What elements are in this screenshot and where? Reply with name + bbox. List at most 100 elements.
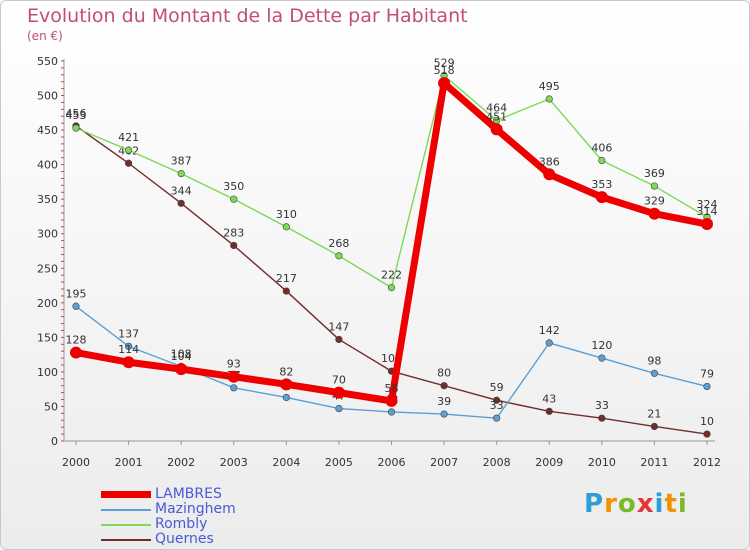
x-tick-label: 2009 xyxy=(535,456,563,469)
data-label-rombly: 453 xyxy=(66,109,87,122)
data-point-rombly xyxy=(387,284,396,292)
data-point-quernes xyxy=(545,407,553,415)
data-point-rombly xyxy=(230,195,238,203)
proxiti-logo: Proxiti xyxy=(584,489,688,519)
legend-swatch xyxy=(101,524,151,526)
x-tick-label: 2005 xyxy=(325,456,353,469)
logo-letter: x xyxy=(636,489,655,519)
data-label-mazinghem: 137 xyxy=(118,327,139,340)
data-point-mazinghem xyxy=(650,369,659,377)
data-label-lambres: 386 xyxy=(539,155,560,168)
data-point-quernes xyxy=(703,430,711,438)
data-label-rombly: 350 xyxy=(223,180,244,193)
x-tick-label: 2001 xyxy=(115,456,143,469)
data-point-quernes xyxy=(124,159,133,167)
legend-label: LAMBRES xyxy=(155,486,222,502)
data-label-rombly: 268 xyxy=(328,237,349,250)
data-point-quernes xyxy=(440,382,448,390)
data-point-rombly xyxy=(177,170,185,178)
legend-swatch xyxy=(101,491,151,498)
data-point-mazinghem xyxy=(493,414,501,422)
data-label-rombly: 529 xyxy=(434,57,455,70)
series-line-rombly xyxy=(75,74,708,289)
data-label-mazinghem: 98 xyxy=(647,354,661,367)
data-label-quernes: 10 xyxy=(700,415,714,428)
data-label-rombly: 310 xyxy=(276,208,297,221)
data-label-rombly: 406 xyxy=(591,141,612,154)
data-label-rombly: 495 xyxy=(539,80,560,93)
data-point-mazinghem xyxy=(230,384,238,392)
data-label-lambres: 82 xyxy=(279,365,293,378)
data-label-lambres: 93 xyxy=(227,358,241,371)
y-tick-label: 0 xyxy=(51,435,58,448)
data-label-lambres: 353 xyxy=(591,178,612,191)
y-tick-label: 300 xyxy=(37,228,58,241)
x-tick-label: 2002 xyxy=(167,456,195,469)
data-label-lambres: 104 xyxy=(171,350,192,363)
data-point-lambres xyxy=(543,168,556,181)
y-tick-label: 450 xyxy=(37,124,58,137)
y-tick-label: 550 xyxy=(37,55,58,68)
legend-label: Rombly xyxy=(155,516,208,532)
data-label-quernes: 344 xyxy=(171,184,192,197)
data-point-rombly xyxy=(335,252,343,260)
logo-letter: r xyxy=(604,489,618,519)
data-point-quernes xyxy=(493,396,501,404)
data-point-mazinghem xyxy=(124,342,133,350)
data-label-quernes: 59 xyxy=(490,381,504,394)
data-point-lambres xyxy=(385,394,398,407)
data-point-quernes xyxy=(598,414,606,422)
data-label-mazinghem: 39 xyxy=(437,395,451,408)
data-label-rombly: 464 xyxy=(486,101,507,114)
legend-label: Mazinghem xyxy=(155,501,236,517)
y-tick-label: 500 xyxy=(37,90,58,103)
data-label-quernes: 283 xyxy=(223,226,244,239)
legend-label: Quernes xyxy=(155,531,214,547)
y-tick-label: 100 xyxy=(37,366,58,379)
data-label-rombly: 222 xyxy=(381,269,402,282)
data-point-lambres xyxy=(438,77,451,90)
data-label-quernes: 456 xyxy=(66,107,87,120)
data-point-quernes xyxy=(230,241,238,250)
data-point-quernes xyxy=(177,199,185,207)
x-tick-label: 2003 xyxy=(220,456,248,469)
y-tick-label: 250 xyxy=(37,262,58,275)
data-label-lambres: 58 xyxy=(385,382,399,395)
data-label-mazinghem: 120 xyxy=(591,339,612,352)
x-tick-label: 2000 xyxy=(62,456,90,469)
logo-letter: o xyxy=(617,489,637,519)
data-label-mazinghem: 108 xyxy=(171,347,192,360)
data-point-lambres xyxy=(490,123,503,136)
data-point-rombly xyxy=(598,156,606,165)
data-point-lambres xyxy=(227,370,240,383)
data-point-rombly xyxy=(72,124,80,132)
data-label-lambres: 451 xyxy=(486,110,507,123)
data-point-mazinghem xyxy=(545,339,553,347)
data-label-lambres: 128 xyxy=(66,334,87,347)
data-point-lambres xyxy=(648,207,661,220)
data-label-mazinghem: 79 xyxy=(700,367,714,380)
data-label-lambres: 314 xyxy=(697,205,718,218)
y-tick-label: 400 xyxy=(37,159,58,172)
data-label-lambres: 329 xyxy=(644,195,665,208)
y-tick-label: 350 xyxy=(37,193,58,206)
data-point-quernes xyxy=(650,422,659,431)
data-point-lambres xyxy=(332,386,345,399)
data-label-rombly: 369 xyxy=(644,167,665,180)
data-label-rombly: 421 xyxy=(118,131,139,144)
data-point-mazinghem xyxy=(440,410,448,418)
logo-letter: i xyxy=(654,489,665,519)
data-point-lambres xyxy=(595,191,608,204)
legend-swatch xyxy=(101,539,151,541)
x-tick-label: 2010 xyxy=(588,456,616,469)
legend-swatch xyxy=(101,509,151,511)
data-point-rombly xyxy=(282,223,290,231)
chart-subtitle: (en €) xyxy=(27,29,63,43)
logo-letter: i xyxy=(677,489,688,519)
data-label-quernes: 21 xyxy=(647,407,661,420)
data-label-quernes: 43 xyxy=(542,392,556,405)
data-label-quernes: 80 xyxy=(437,367,451,380)
data-point-mazinghem xyxy=(72,302,80,310)
data-label-rombly: 324 xyxy=(697,198,718,211)
